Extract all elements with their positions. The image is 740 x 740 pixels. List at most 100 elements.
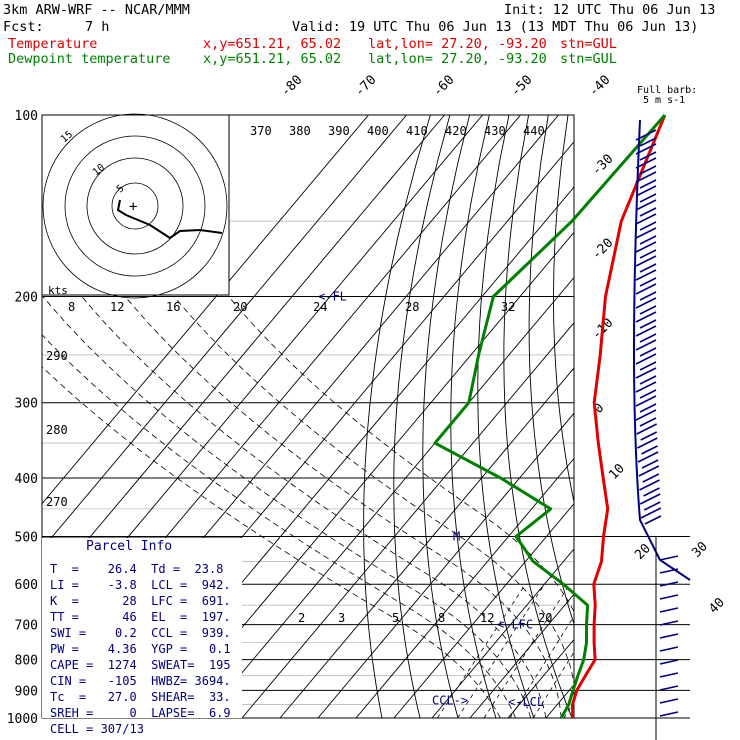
parcel-info-title: Parcel Info <box>86 539 173 554</box>
hodograph-units: kts <box>48 284 68 297</box>
legend-dewpoint: Dewpoint temperature <box>8 51 171 67</box>
parcel-box-bg <box>42 538 242 718</box>
wind-barb <box>635 171 657 183</box>
pressure-tick-label: 100 <box>15 109 38 124</box>
theta-label: 410 <box>406 124 428 138</box>
dry-adiabat <box>706 115 740 718</box>
wind-barb <box>659 568 679 574</box>
theta-e-label: 24 <box>313 300 327 314</box>
wind-barb <box>639 277 657 287</box>
theta-label: 430 <box>484 124 506 138</box>
wind-barb <box>639 375 657 385</box>
isotherm-line <box>584 115 740 718</box>
wind-barb <box>659 607 679 613</box>
mixing-ratio-label: 20 <box>538 611 552 625</box>
wind-barb <box>635 325 657 337</box>
wind-barb <box>639 389 657 399</box>
level-label: <-LFC <box>497 618 533 632</box>
legend-temperature-stn: stn=GUL <box>560 36 617 52</box>
plot-frame <box>41 114 575 719</box>
parcel-info-row: LI = -3.8 LCL = 942. <box>50 578 231 592</box>
pressure-tick-label: 900 <box>15 684 38 699</box>
dry-adiabat <box>686 115 740 718</box>
legend-dewpoint-xy: x,y=651.21, 65.02 <box>203 51 342 67</box>
hodograph-ring-label: 5 <box>115 183 127 195</box>
parcel-info-row: K = 28 LFC = 691. <box>50 594 231 608</box>
wind-barb <box>639 151 657 161</box>
wind-barb <box>640 507 662 519</box>
legend-temperature: Temperature <box>8 36 98 52</box>
wind-barb <box>635 283 657 295</box>
theta-e-label: 32 <box>501 300 515 314</box>
dewpoint-profile <box>433 114 667 719</box>
theta-e-label: 16 <box>166 300 180 314</box>
wind-barb <box>637 451 659 463</box>
pressure-tick-label: 300 <box>15 397 38 412</box>
wind-barb <box>635 157 657 169</box>
wind-barb <box>635 381 657 393</box>
dry-adiabat <box>393 115 451 718</box>
isotherm-label: -60 <box>430 73 457 100</box>
moist-adiabat <box>228 296 574 613</box>
level-label: <-FL <box>318 290 347 304</box>
temperature-profile <box>571 114 667 719</box>
hodograph-frame <box>41 114 230 296</box>
isotherm-line <box>165 231 574 718</box>
wind-barb <box>639 249 657 259</box>
wind-barb <box>635 241 657 253</box>
mixing-ratio-line <box>437 584 526 718</box>
dry-adiabat <box>553 115 574 505</box>
dry-adiabat <box>600 115 724 718</box>
wind-barb <box>640 431 658 441</box>
pressure-tick-label: 200 <box>15 291 38 306</box>
dry-adiabat <box>725 115 740 718</box>
mixing-ratio-label: 8 <box>438 611 445 625</box>
wind-barb <box>635 199 657 211</box>
wind-barb <box>639 235 657 245</box>
hodograph-ring <box>111 182 159 230</box>
theta-label: 370 <box>250 124 272 138</box>
dry-adiabat <box>623 115 740 718</box>
height-label: 280 <box>46 423 68 437</box>
wind-barb <box>639 347 657 357</box>
wind-barb <box>659 672 679 678</box>
isotherm-label: 30 <box>689 539 711 561</box>
wind-barb <box>639 221 657 231</box>
dry-adiabat <box>363 115 431 718</box>
wind-barb <box>635 227 657 239</box>
wind-barb <box>659 620 679 626</box>
pressure-tick-label: 400 <box>15 472 38 487</box>
wind-barb <box>659 685 679 691</box>
theta-label: 400 <box>367 124 389 138</box>
wind-barb <box>639 403 657 413</box>
hodograph-ring <box>64 135 206 277</box>
parcel-info-row: TT = 46 EL = 197. <box>50 610 231 624</box>
wind-barb <box>639 193 657 203</box>
barb-legend-title: Full barb: <box>637 85 698 96</box>
pressure-tick-label: 700 <box>15 619 38 634</box>
dry-adiabat <box>422 115 471 718</box>
dry-adiabat <box>503 115 573 718</box>
wind-barb <box>639 493 661 505</box>
isotherm-line <box>660 115 740 718</box>
level-label: CCL-> <box>432 693 468 707</box>
wind-barb <box>635 269 657 281</box>
wind-barb <box>659 594 679 600</box>
wind-barb <box>635 129 657 141</box>
parcel-info-row: SREH = 0 LAPSE= 6.9 <box>50 706 231 720</box>
isotherm-line <box>42 115 407 550</box>
isotherm-label: -70 <box>352 73 379 100</box>
isotherm-line <box>393 503 574 718</box>
theta-e-label: 28 <box>405 300 419 314</box>
isotherm-label: -40 <box>586 73 613 100</box>
theta-label: 440 <box>523 124 545 138</box>
wind-barb <box>635 213 657 225</box>
dry-adiabat <box>644 115 740 718</box>
legend-dewpoint-latlon: lat,lon= 27.20, -93.20 <box>368 51 547 67</box>
wind-barb <box>659 711 679 717</box>
mixing-ratio-label: 2 <box>298 611 305 625</box>
isotherm-label: 40 <box>706 595 728 617</box>
wind-barb <box>635 395 657 407</box>
wind-barb <box>643 487 660 497</box>
